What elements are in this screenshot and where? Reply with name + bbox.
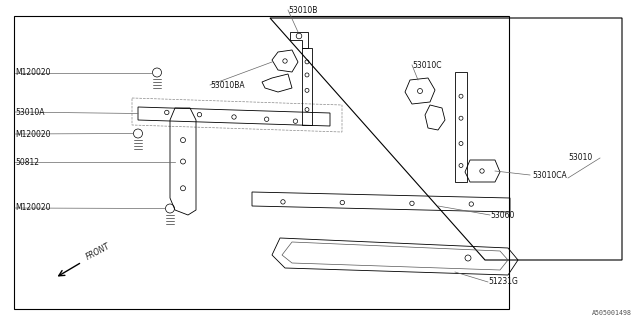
Text: 53010BA: 53010BA xyxy=(210,81,244,90)
Text: A505001498: A505001498 xyxy=(592,310,632,316)
Text: 51231G: 51231G xyxy=(488,277,518,286)
Text: FRONT: FRONT xyxy=(85,242,112,262)
Text: 53010B: 53010B xyxy=(288,5,317,14)
Text: M120020: M120020 xyxy=(15,68,51,77)
Text: 53010: 53010 xyxy=(568,154,592,163)
Text: 50812: 50812 xyxy=(15,157,39,166)
Text: M120020: M120020 xyxy=(15,204,51,212)
Text: 53060: 53060 xyxy=(490,211,515,220)
Text: 53010A: 53010A xyxy=(15,108,45,116)
Text: 53010C: 53010C xyxy=(412,60,442,69)
Text: 53010CA: 53010CA xyxy=(532,171,567,180)
Text: M120020: M120020 xyxy=(15,130,51,139)
Bar xyxy=(13,15,509,308)
